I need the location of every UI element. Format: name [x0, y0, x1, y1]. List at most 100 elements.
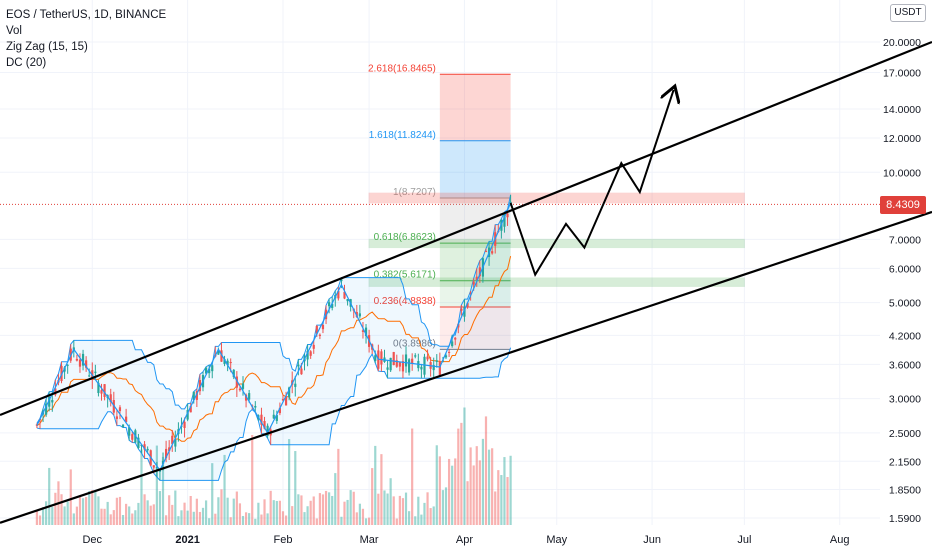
candle-body-119	[401, 361, 405, 372]
candle-body-81	[284, 396, 288, 406]
volume-bar-149	[494, 491, 497, 525]
volume-bar-78	[275, 500, 278, 525]
volume-bar-126	[423, 502, 426, 525]
candle-body-67	[241, 383, 245, 389]
candle-body-114	[386, 367, 389, 370]
volume-bar-98	[337, 448, 340, 525]
candle-body-44	[171, 435, 174, 444]
indicator-vol[interactable]: Vol	[6, 25, 22, 37]
candle-body-152	[503, 213, 506, 227]
y-tick-label-11: 2.5000	[889, 428, 921, 440]
y-tick-label-9: 3.6000	[889, 359, 921, 371]
fibonacci-extension[interactable]: 2.618(16.8465) 1.618(11.8244) 1(8.7207) 0.6…	[368, 63, 745, 350]
volume-bar-21	[100, 508, 103, 525]
candle-body-42	[164, 448, 168, 459]
y-tick-label-2: 14.0000	[883, 104, 921, 116]
volume-bar-93	[321, 494, 325, 525]
volume-bar-91	[315, 518, 318, 525]
volume-bar-0	[35, 510, 39, 525]
volume-bar-48	[183, 502, 186, 525]
volume-bar-2	[41, 507, 45, 525]
candle-body-66	[238, 388, 242, 391]
candle-body-49	[186, 409, 189, 420]
volume-bar-111	[377, 493, 380, 525]
symbol-title[interactable]: EOS / TetherUS, 1D, BINANCE	[6, 9, 167, 21]
volume-bar-137	[457, 428, 460, 525]
volume-bar-92	[318, 493, 321, 525]
volume-bar-153	[506, 477, 509, 525]
volume-bar-123	[414, 516, 417, 525]
volume-bar-117	[395, 518, 398, 525]
volume-bar-23	[106, 501, 109, 525]
grid	[0, 0, 880, 525]
volume-bar-45	[174, 490, 177, 525]
indicator-donchian[interactable]: DC (20)	[6, 57, 47, 69]
volume-bar-110	[374, 445, 377, 525]
volume-bar-103	[352, 491, 355, 525]
donchian-channel	[36, 194, 512, 481]
volume-bar-128	[429, 508, 432, 525]
volume-bar-36	[146, 500, 149, 525]
candlesticks	[35, 194, 512, 481]
volume-bar-105	[358, 503, 361, 525]
volume-bar-151	[500, 475, 503, 525]
candle-body-20	[97, 382, 100, 394]
candle-body-57	[211, 365, 214, 372]
candle-body-106	[361, 330, 365, 332]
volume-bar-46	[177, 516, 180, 525]
volume-bar-141	[469, 447, 472, 525]
volume-bar-119	[401, 498, 405, 525]
candle-body-144	[478, 267, 481, 277]
candle-body-88	[306, 350, 309, 360]
volume-bar-69	[248, 513, 251, 525]
channel-trendlines[interactable]	[0, 40, 932, 524]
candle-body-117	[395, 360, 398, 367]
volume-bar-38	[152, 504, 155, 525]
candle-body-82	[288, 387, 291, 398]
volume-bar-60	[220, 489, 223, 525]
candle-body-105	[358, 313, 361, 317]
candle-body-48	[183, 421, 186, 428]
last-price-tag: 8.4309	[880, 196, 926, 214]
volume-bar-25	[112, 510, 115, 525]
projection-path[interactable]	[509, 90, 674, 278]
volume-bar-49	[186, 510, 189, 525]
volume-bar-68	[244, 512, 248, 525]
candle-body-19	[94, 371, 97, 373]
fib-level-label-1: 1.618(11.8244)	[369, 130, 436, 141]
volume-bar-87	[303, 512, 306, 525]
volume-bar-20	[97, 496, 100, 525]
candle-body-60	[220, 350, 223, 362]
candle-body-41	[161, 460, 165, 464]
volume-bar-108	[368, 517, 371, 525]
volume-bar-62	[226, 497, 229, 525]
candle-body-5	[51, 399, 54, 403]
fib-zone-1618	[439, 140, 511, 199]
volume-bar-129	[432, 506, 435, 525]
candle-body-14	[78, 359, 82, 367]
candle-body-99	[340, 279, 343, 282]
volume-bar-125	[420, 514, 423, 525]
candle-body-38	[152, 465, 155, 468]
time-axis[interactable]: Dec 2021 Feb Mar Apr May Jun Jul Aug	[82, 534, 849, 546]
price-axis[interactable]: 20.0000 17.0000 14.0000 12.0000 10.0000 7.000…	[883, 37, 921, 525]
candle-body-30	[128, 427, 131, 436]
volume-bar-94	[324, 490, 328, 525]
volume-bar-77	[272, 500, 275, 525]
candle-body-17	[88, 375, 91, 377]
volume-bar-122	[411, 428, 414, 525]
fib-level-label-5: 0.236(4.8838)	[374, 296, 436, 307]
volume-bar-109	[371, 468, 374, 525]
currency-label[interactable]: USDT	[890, 4, 926, 22]
volume-bar-99	[340, 516, 343, 525]
candle-body-65	[235, 376, 238, 388]
y-tick-label-8: 4.2000	[889, 330, 921, 342]
volume-bar-41	[161, 456, 165, 525]
x-tick-label-8: Aug	[830, 534, 850, 546]
volume-bar-74	[263, 499, 266, 525]
indicator-zigzag[interactable]: Zig Zag (15, 15)	[6, 41, 88, 53]
volume-bar-88	[306, 506, 309, 525]
volume-bar-84	[294, 451, 297, 525]
y-tick-label-4: 10.0000	[883, 167, 921, 179]
